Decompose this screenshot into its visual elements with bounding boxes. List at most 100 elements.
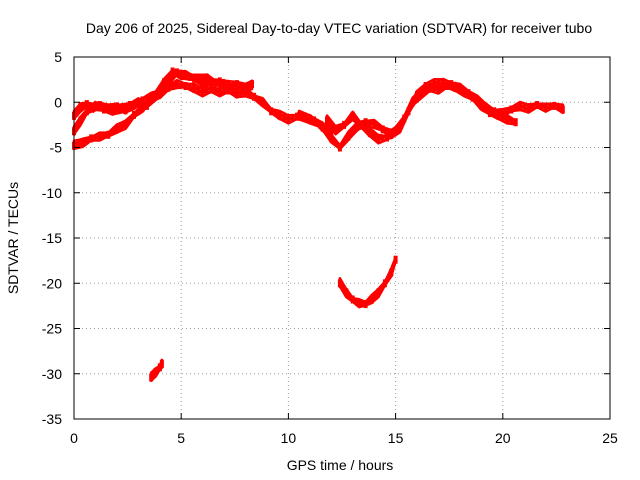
data-point-track-c [110, 107, 115, 116]
data-point-track-d [307, 114, 312, 123]
data-point-track-e [402, 114, 407, 123]
data-point-track-e [487, 109, 492, 118]
data-point-track-f [376, 288, 381, 297]
data-point-track-g [149, 373, 154, 382]
data-point-track-c [204, 73, 209, 82]
series-group [72, 67, 565, 382]
data-point-track-d [318, 120, 323, 129]
x-tick-label: 20 [495, 430, 511, 446]
x-tick-label: 10 [281, 430, 297, 446]
data-point-track-c [196, 75, 201, 84]
data-point-track-f [370, 295, 374, 304]
data-point-track-d [363, 118, 368, 127]
data-point-track-b [123, 120, 128, 128]
data-point-track-c [119, 103, 124, 112]
y-axis-label: SDTVAR / TECUs [5, 182, 21, 294]
data-point-track-c [213, 78, 218, 87]
data-point-track-d [423, 82, 428, 90]
data-point-track-e [385, 133, 389, 142]
x-tick-labels: 0 5 10 15 20 25 [70, 430, 618, 446]
data-point-track-e [333, 125, 338, 134]
data-point-track-c [144, 101, 149, 110]
data-point-track-c [127, 101, 132, 109]
data-point-track-a [174, 80, 179, 89]
data-point-track-d [518, 102, 522, 111]
y-tick-label: -20 [42, 275, 62, 291]
data-point-track-e [427, 84, 432, 93]
data-point-track-a [286, 114, 291, 123]
y-tick-labels: -35 -30 -25 -20 -15 -10 -5 0 5 [42, 49, 62, 427]
data-point-track-d [552, 101, 557, 110]
y-tick-label: -35 [42, 411, 62, 427]
data-point-track-c [170, 67, 175, 76]
data-point-track-e [436, 85, 441, 94]
data-point-track-a [78, 102, 83, 111]
data-point-track-b [243, 84, 248, 93]
data-point-track-f [337, 279, 342, 288]
data-point-track-e [342, 120, 347, 129]
y-tick-label: 0 [54, 94, 62, 110]
data-point-track-g [159, 359, 164, 368]
data-point-track-d [543, 103, 548, 112]
data-point-track-c [187, 72, 192, 81]
x-tick-label: 15 [388, 430, 404, 446]
y-tick-label: -25 [42, 321, 62, 337]
data-point-track-b [132, 110, 136, 119]
data-point-track-g [153, 367, 158, 376]
data-point-track-a [234, 90, 239, 99]
data-point-track-g [157, 363, 162, 372]
data-point-track-e [505, 114, 510, 123]
data-point-track-d [329, 134, 334, 143]
data-point-track-e [393, 127, 398, 136]
data-point-track-b [234, 80, 239, 89]
data-point-track-e [410, 98, 415, 107]
data-point-track-c [93, 101, 98, 110]
data-point-track-d [372, 120, 377, 128]
data-point-track-c [136, 98, 141, 107]
data-point-track-f [350, 295, 355, 304]
data-point-track-d [509, 105, 514, 114]
data-point-track-d [346, 132, 351, 141]
data-point-track-a [183, 82, 188, 90]
data-point-track-d [380, 125, 385, 134]
data-point-track-f [393, 255, 398, 264]
data-point-track-a [295, 112, 299, 121]
data-point-track-a [260, 98, 265, 107]
data-point-track-a [277, 111, 282, 120]
data-point-track-a [252, 92, 257, 101]
data-point-track-b [226, 81, 231, 90]
y-tick-label: -10 [42, 185, 62, 201]
y-tick-label: 5 [54, 49, 62, 65]
data-point-track-d [297, 111, 302, 120]
data-point-track-e [496, 111, 501, 120]
data-point-track-c [179, 71, 184, 80]
data-point-track-a [84, 100, 89, 109]
x-axis-label: GPS time / hours [287, 457, 394, 473]
chart-title: Day 206 of 2025, Sidereal Day-to-day VTE… [86, 20, 593, 36]
data-point-track-e [479, 101, 484, 110]
data-point-track-e [325, 116, 329, 125]
x-tick-label: 5 [177, 430, 185, 446]
data-point-track-a [200, 87, 205, 96]
data-point-track-a [166, 83, 171, 92]
data-point-track-b [250, 80, 254, 89]
data-point-track-a [217, 88, 222, 97]
x-tick-label: 0 [70, 430, 78, 446]
data-point-track-f [357, 299, 362, 308]
data-point-track-f [363, 300, 368, 309]
axis-ticks [73, 56, 611, 420]
data-point-track-d [560, 105, 565, 114]
series-line-track-d [297, 78, 565, 147]
series-line-track-f [338, 259, 397, 309]
data-point-track-e [419, 89, 424, 98]
data-point-track-a [226, 86, 231, 95]
x-tick-label: 25 [602, 430, 618, 446]
data-point-track-e [462, 87, 467, 96]
data-point-track-d [535, 101, 540, 109]
data-point-track-c [162, 78, 166, 87]
data-point-track-b [89, 134, 94, 143]
data-point-track-e [359, 121, 364, 130]
y-tick-label: -5 [50, 140, 63, 156]
